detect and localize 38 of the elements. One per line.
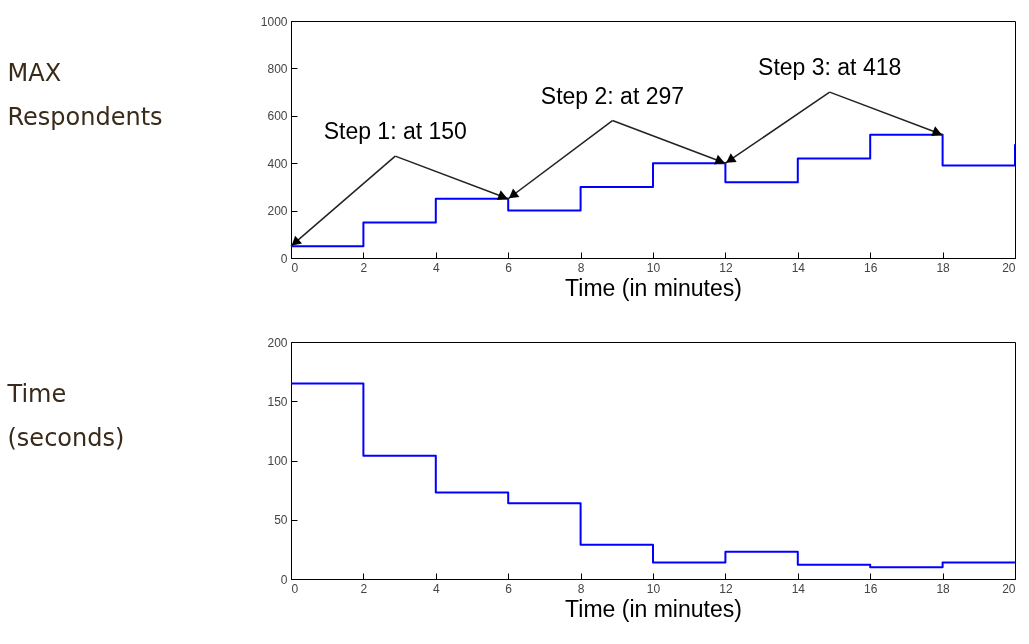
x-tick-label: 6 — [505, 581, 513, 596]
y-tick-label: 800 — [267, 61, 288, 76]
x-tick-label: 2 — [360, 581, 368, 596]
x-tick-label: 14 — [791, 581, 806, 596]
x-axis-title: Time (in minutes) — [565, 595, 742, 622]
y-axis-title: Time (seconds) — [6, 379, 125, 452]
annotation: Step 3: at 418 — [758, 54, 902, 81]
x-tick-label: 20 — [1002, 260, 1016, 275]
annotation: Step 2: at 297 — [540, 82, 685, 109]
x-tick-label: 0 — [291, 260, 299, 275]
x-tick-label: 10 — [646, 581, 661, 596]
x-tick-label: 8 — [577, 260, 585, 275]
x-tick-label: 16 — [864, 581, 878, 596]
y-tick-label: 50 — [274, 513, 288, 528]
y-tick-label: 200 — [267, 204, 288, 219]
y-tick-label: 200 — [267, 335, 288, 350]
x-tick-label: 0 — [291, 581, 299, 596]
x-tick-label: 10 — [646, 260, 661, 275]
x-tick-label: 20 — [1002, 581, 1016, 596]
y-tick-label: 100 — [267, 454, 288, 468]
x-tick-label: 4 — [432, 260, 440, 275]
x-tick-label: 12 — [719, 581, 733, 596]
x-axis-title: Time (in minutes) — [565, 274, 742, 301]
y-axis-title: MAX Respondents — [7, 58, 163, 131]
annotation: Step 1: at 150 — [323, 118, 467, 145]
x-tick-label: 2 — [360, 260, 368, 275]
x-tick-label: 18 — [936, 581, 951, 596]
x-tick-label: 4 — [432, 581, 440, 596]
x-tick-label: 18 — [936, 260, 951, 275]
y-tick-label: 150 — [267, 394, 288, 409]
y-tick-label: 400 — [267, 156, 288, 171]
y-tick-label: 600 — [267, 109, 288, 124]
x-tick-label: 12 — [719, 260, 733, 275]
x-tick-label: 6 — [505, 260, 513, 275]
y-tick-label: 1000 — [260, 14, 288, 29]
x-tick-label: 16 — [864, 260, 878, 275]
x-tick-label: 8 — [577, 581, 585, 596]
x-tick-label: 14 — [791, 260, 806, 275]
